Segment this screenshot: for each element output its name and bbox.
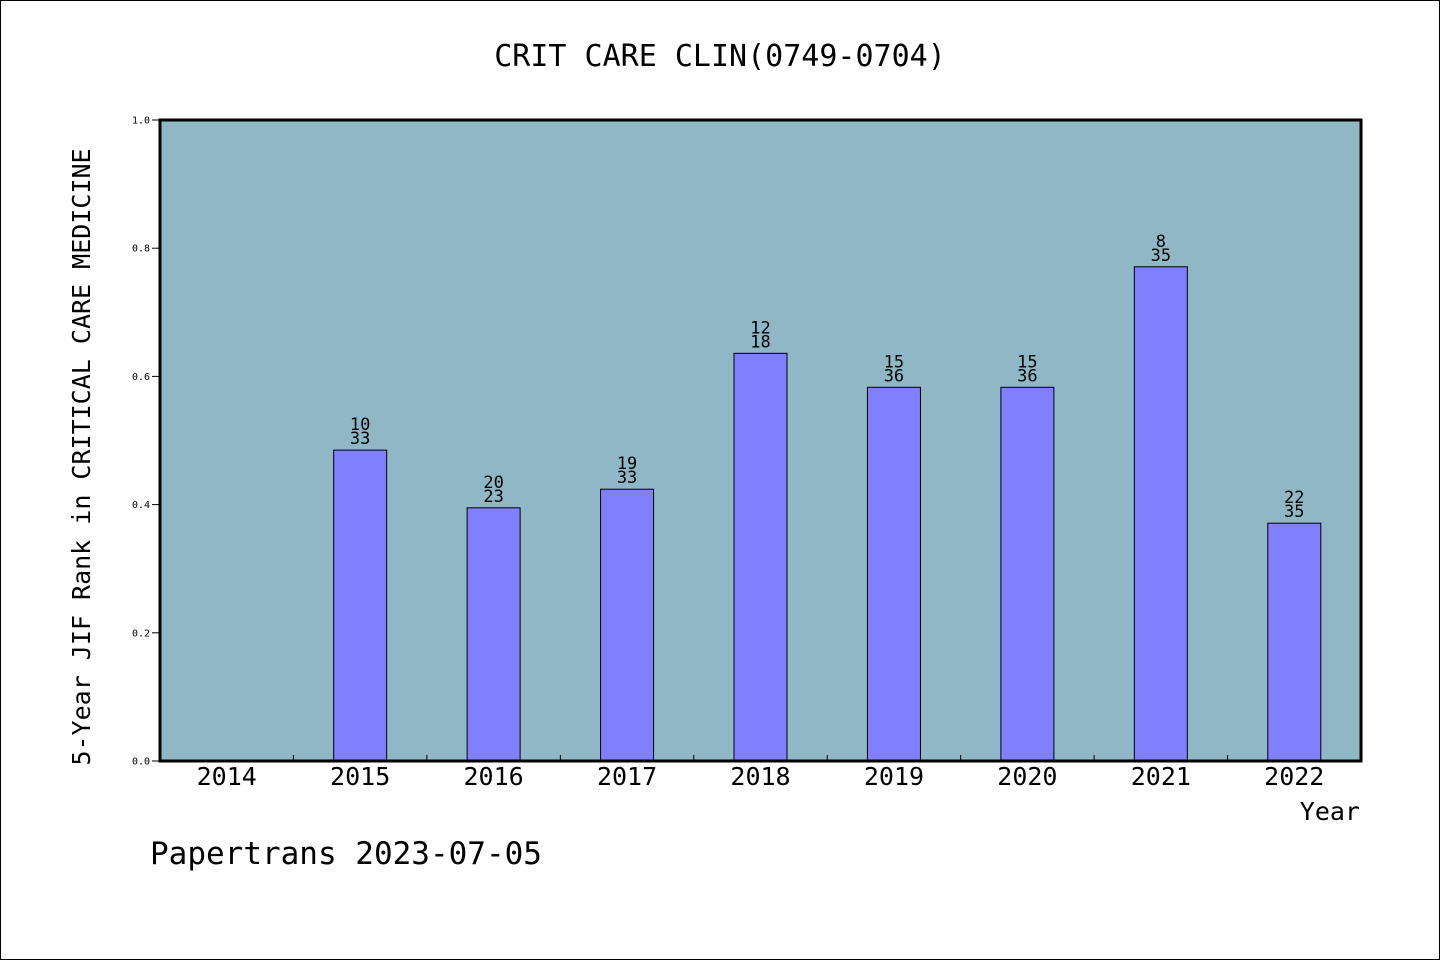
bar-total-label: 35 — [1284, 502, 1304, 522]
bar-rank-label: 8 — [1156, 232, 1166, 252]
bar-series — [333, 266, 1322, 762]
y-tick-label: 1.0 — [132, 116, 150, 127]
bar-2018 — [733, 352, 788, 762]
bar-rank-label: 22 — [1284, 488, 1304, 508]
bar-rank-label: 20 — [483, 473, 503, 493]
bar-rank-label: 15 — [1017, 352, 1037, 372]
plot-border — [158, 118, 1363, 763]
bar-2016 — [466, 507, 521, 762]
footer-credit: Papertrans 2023-07-05 — [150, 836, 542, 872]
x-tick-label: 2020 — [997, 762, 1057, 791]
x-tick-label: 2014 — [197, 762, 257, 791]
bar-rank-label: 10 — [350, 415, 370, 435]
x-tick-label: 2021 — [1131, 762, 1191, 791]
bar-2020 — [1000, 386, 1055, 762]
chart-title: CRIT CARE CLIN(0749-0704) — [494, 39, 946, 74]
bar-2015 — [333, 449, 388, 762]
x-tick-label: 2017 — [597, 762, 657, 791]
x-tick-label: 2018 — [730, 762, 790, 791]
y-tick-label: 0.0 — [132, 757, 150, 768]
bar-2019 — [866, 386, 921, 762]
bar-rank-label: 19 — [617, 454, 637, 474]
bar-2017 — [600, 488, 655, 762]
bar-total-label: 18 — [750, 332, 770, 352]
x-tick-label: 2016 — [464, 762, 524, 791]
bar-total-label: 35 — [1151, 246, 1171, 266]
y-tick-label: 0.6 — [132, 372, 150, 383]
bar-2021 — [1133, 266, 1188, 762]
y-tick-label: 0.2 — [132, 628, 150, 639]
bar-2022 — [1267, 522, 1322, 762]
y-tick-label: 0.4 — [132, 500, 150, 511]
x-tick-label: 2022 — [1264, 762, 1324, 791]
bar-total-label: 36 — [884, 366, 904, 386]
bar-total-label: 36 — [1017, 366, 1037, 386]
x-tick-label: 2019 — [864, 762, 924, 791]
bar-total-label: 23 — [483, 487, 503, 507]
bar-rank-label: 15 — [884, 352, 904, 372]
x-tick-label: 2015 — [330, 762, 390, 791]
y-axis: 0.0 0.2 0.4 0.6 0.8 1.0 — [132, 116, 160, 768]
bar-total-label: 33 — [350, 429, 370, 449]
x-axis: 2014 2015 2016 2017 2018 2019 2020 2021 2022 — [197, 755, 1324, 791]
bar-rank-label: 12 — [750, 318, 770, 338]
y-tick-label: 0.8 — [132, 244, 150, 255]
y-axis-label: 5-Year JIF Rank in CRITICAL CARE MEDICIN… — [67, 148, 96, 765]
bar-total-label: 33 — [617, 468, 637, 488]
x-axis-label: Year — [1300, 797, 1360, 826]
